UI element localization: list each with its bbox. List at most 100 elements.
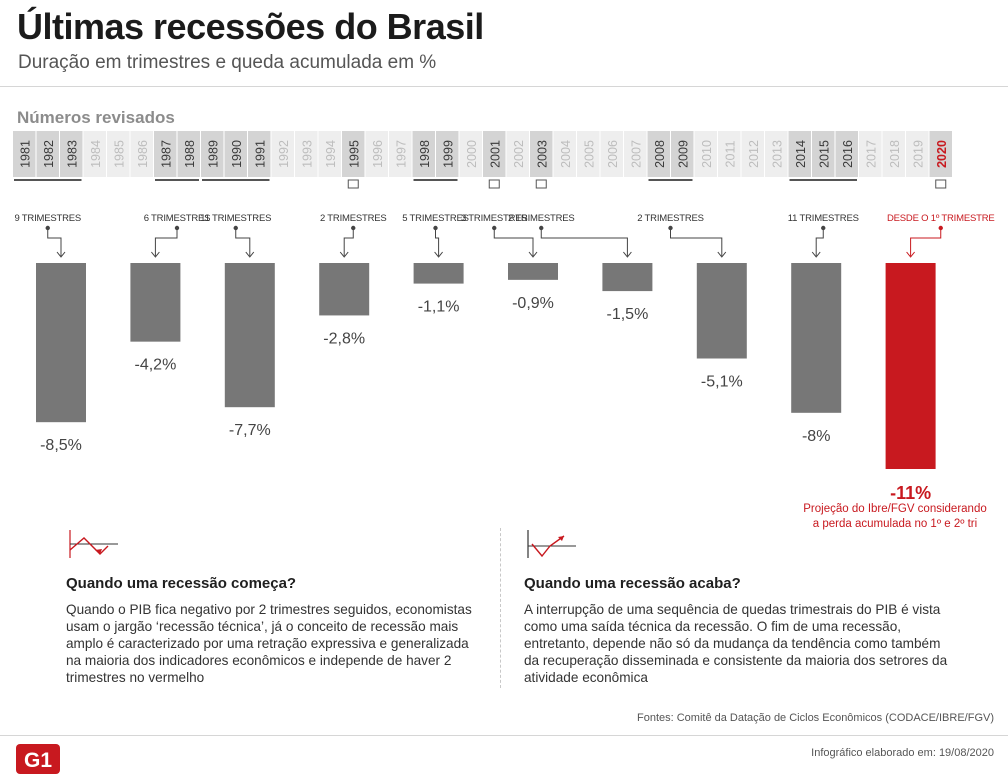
bar-2003-2003 — [602, 263, 653, 292]
year-label-1997: 1997 — [394, 140, 408, 168]
year-cell-1985 — [107, 131, 130, 177]
year-cell-1988 — [177, 131, 200, 177]
bar-value-label: -1,1% — [418, 299, 460, 316]
connector-arrow — [56, 251, 66, 258]
recession-duration-label: 2 TRIMESTRES — [508, 213, 575, 224]
bar-value-label: -0,9% — [512, 295, 554, 312]
bar-value-label: -11% — [890, 483, 931, 503]
bar-value-label: -8,5% — [40, 437, 82, 454]
connector-arrow — [151, 251, 160, 258]
recession-bracket — [488, 179, 500, 189]
year-cell-1983 — [60, 131, 83, 177]
connector-line — [910, 228, 942, 256]
year-label-2012: 2012 — [747, 140, 761, 168]
year-cell-2017 — [859, 131, 882, 177]
made-date: Infográfico elaborado em: 19/08/2020 — [811, 747, 994, 759]
projection-note: Projeção do Ibre/FGV considerando a perd… — [803, 503, 987, 530]
recessions-chart: 1981 1982 1983 1984 1985 1986 1987 1988 1989 1990… — [13, 131, 995, 503]
year-cell-2010 — [694, 131, 717, 177]
recession-start-icon — [69, 530, 118, 558]
year-cell-2016 — [835, 131, 858, 177]
bar-value-label: -4,2% — [135, 357, 177, 374]
connector-arrow — [434, 251, 443, 258]
bar-value-label: -8% — [802, 428, 830, 445]
connector-line — [670, 228, 723, 256]
page-title: Últimas recessões do Brasil — [17, 6, 484, 47]
year-cell-1994 — [318, 131, 341, 177]
connector-line — [235, 228, 251, 256]
year-label-1982: 1982 — [42, 140, 56, 168]
connector-arrow — [623, 251, 632, 258]
year-cell-2005 — [577, 131, 600, 177]
year-label-1987: 1987 — [159, 140, 173, 168]
year-cell-2012 — [741, 131, 764, 177]
year-label-1988: 1988 — [183, 140, 197, 168]
year-label-2016: 2016 — [841, 140, 855, 168]
year-label-2008: 2008 — [653, 140, 667, 168]
recession-duration-label: 11 TRIMESTRES — [200, 213, 271, 224]
year-label-2004: 2004 — [559, 140, 573, 168]
bar-1998-1999 — [413, 263, 464, 284]
year-cell-1986 — [130, 131, 153, 177]
page-subtitle: Duração em trimestres e queda acumulada … — [18, 52, 437, 73]
year-cell-2011 — [718, 131, 741, 177]
year-cell-2000 — [459, 131, 482, 177]
bar-2001-2001 — [508, 263, 558, 280]
recession-duration-label: 5 TRIMESTRES — [402, 213, 469, 224]
connector-arrow — [245, 251, 255, 258]
bar-1981-1983 — [36, 263, 86, 423]
year-label-2020: 2020 — [935, 140, 949, 168]
year-cell-2015 — [812, 131, 835, 177]
connector-line — [435, 228, 440, 256]
year-label-2006: 2006 — [606, 140, 620, 168]
year-cell-1987 — [154, 131, 177, 177]
column-divider — [500, 528, 501, 688]
year-label-2001: 2001 — [488, 140, 502, 168]
year-label-1996: 1996 — [371, 140, 385, 168]
connector-arrow — [811, 251, 821, 258]
bar-value-label: -2,8% — [323, 330, 365, 347]
year-cell-2009 — [671, 131, 694, 177]
top-divider — [0, 86, 1008, 87]
bar-2008-2009 — [696, 263, 747, 359]
year-label-1998: 1998 — [418, 140, 432, 168]
connector-line — [154, 228, 178, 256]
year-label-1991: 1991 — [253, 140, 267, 168]
recession-duration-label: 2 TRIMESTRES — [637, 213, 704, 224]
g1-logo-text: G1 — [24, 749, 52, 772]
year-cell-2008 — [647, 131, 670, 177]
year-cell-1991 — [248, 131, 271, 177]
connector-arrow — [906, 251, 915, 258]
year-cell-1993 — [295, 131, 318, 177]
year-cell-1982 — [36, 131, 59, 177]
bar-1987-1988 — [130, 263, 181, 342]
connector-line — [493, 228, 534, 256]
year-cell-1999 — [436, 131, 459, 177]
year-label-2003: 2003 — [535, 140, 549, 168]
bar-value-label: -7,7% — [229, 422, 271, 439]
bar-1989-1991 — [224, 263, 275, 408]
sources: Fontes: Comitê da Datação de Ciclos Econ… — [636, 712, 994, 724]
connector-line — [343, 228, 354, 256]
recession-duration-label: 9 TRIMESTRES — [14, 213, 81, 224]
bottom-divider — [0, 735, 1008, 736]
recession-duration-label: 2 TRIMESTRES — [320, 213, 387, 224]
year-label-1993: 1993 — [300, 140, 314, 168]
recession-end-icon — [527, 530, 576, 558]
connector-line — [815, 228, 824, 256]
year-cell-2002 — [506, 131, 529, 177]
year-cell-1989 — [201, 131, 224, 177]
year-cell-1998 — [412, 131, 435, 177]
bar-value-label: -1,5% — [607, 306, 649, 323]
year-label-2019: 2019 — [911, 140, 925, 168]
year-cell-2006 — [600, 131, 623, 177]
recession-duration-label: 11 TRIMESTRES — [788, 213, 859, 224]
year-label-2013: 2013 — [770, 140, 784, 168]
year-label-2011: 2011 — [723, 141, 737, 168]
recession-duration-label: DESDE O 1º TRIMESTRE — [887, 213, 995, 224]
year-cell-1997 — [389, 131, 412, 177]
section-label: Números revisados — [17, 108, 175, 127]
year-label-1985: 1985 — [112, 140, 126, 168]
year-cell-1995 — [342, 131, 365, 177]
recession-start-title: Quando uma recessão começa? — [66, 575, 297, 592]
